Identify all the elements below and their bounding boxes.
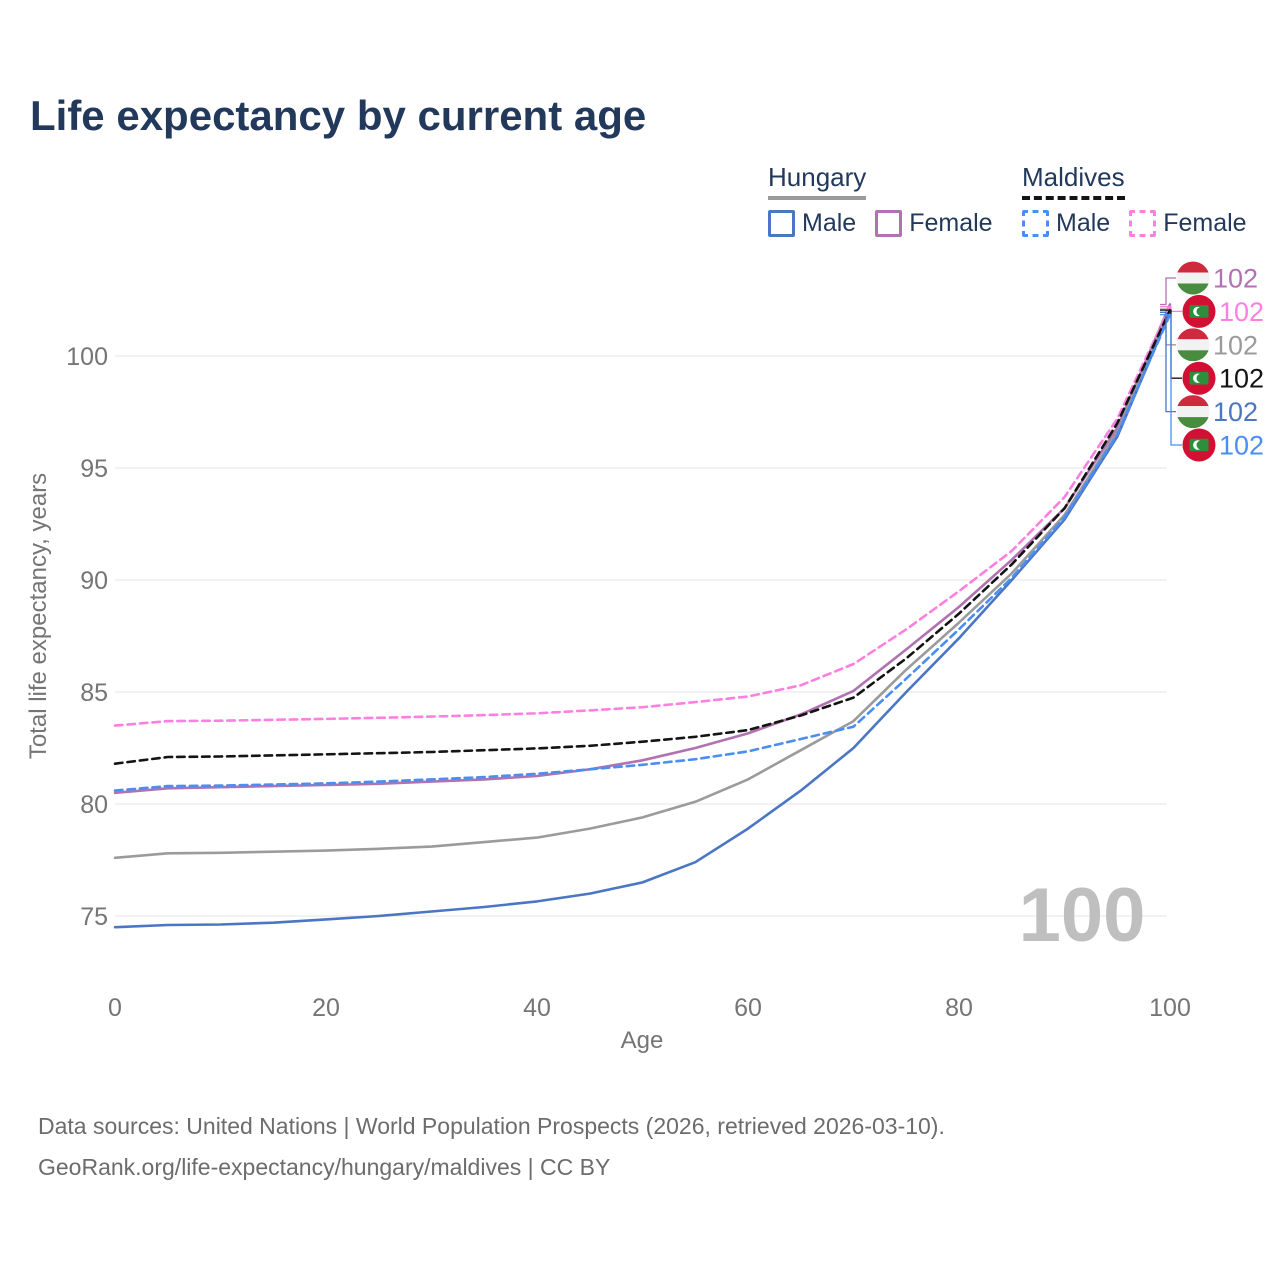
y-tick-label: 85 — [80, 679, 108, 707]
x-axis-title: Age — [621, 1027, 664, 1054]
end-label-leader — [1160, 306, 1182, 313]
x-axis-tick-labels: 0 20 40 60 80 100 — [108, 994, 1191, 1022]
legend-item-label: Male — [802, 209, 857, 237]
gridlines — [115, 355, 1167, 917]
end-value-label-hungary-female: 102 — [1213, 264, 1258, 294]
series-line-hungary-male — [113, 311, 1172, 929]
legend-item-label: Male — [1056, 209, 1111, 237]
y-tick-label: 80 — [80, 791, 108, 819]
end-label-leader — [1160, 277, 1176, 306]
flag-icon-maldives — [1182, 294, 1216, 328]
series-line-maldives-total — [113, 308, 1172, 765]
flag-crescent-cut — [1196, 440, 1206, 450]
line-swatch-icon — [1129, 210, 1157, 237]
series-line-maldives-male — [113, 313, 1172, 792]
end-value-label-maldives-total: 102 — [1219, 364, 1264, 394]
page-title: Life expectancy by current age — [30, 92, 647, 139]
x-tick-label: 40 — [523, 994, 551, 1022]
legend-group-hungary: Hungary Male Female — [768, 162, 993, 238]
y-tick-label: 95 — [80, 455, 108, 483]
legend-item-maldives-male[interactable]: Male — [1022, 209, 1110, 238]
legend-item-hungary-female[interactable]: Female — [875, 209, 993, 238]
x-tick-label: 0 — [108, 994, 122, 1022]
flag-bands — [1176, 328, 1210, 362]
flag-white-stripe — [1176, 339, 1210, 351]
flag-green-stripe — [1176, 350, 1210, 362]
legend-group-maldives: Maldives Male Female — [1022, 162, 1247, 238]
legend-header-maldives: Maldives — [1022, 162, 1125, 200]
y-axis-title: Total life expectancy, years — [25, 473, 52, 759]
end-value-label-hungary-total: 102 — [1213, 330, 1258, 360]
data-sources-line: Data sources: United Nations | World Pop… — [38, 1113, 945, 1139]
series-line-maldives-female — [113, 305, 1172, 727]
line-swatch-icon — [768, 210, 795, 237]
flag-white-stripe — [1176, 406, 1210, 418]
flag-bands — [1176, 395, 1210, 429]
series-lines — [113, 303, 1172, 929]
flag-crescent-cut — [1196, 373, 1206, 383]
y-tick-label: 100 — [66, 343, 108, 371]
y-axis-tick-labels: 75 80 85 90 95 100 — [66, 343, 108, 931]
flag-green-stripe — [1176, 417, 1210, 429]
flag-icon-hungary — [1176, 395, 1210, 429]
line-swatch-icon — [875, 210, 903, 237]
flag-green-stripe — [1176, 283, 1210, 295]
flag-red-stripe — [1176, 395, 1210, 407]
flag-white-stripe — [1176, 272, 1210, 284]
legend-item-hungary-male[interactable]: Male — [768, 209, 856, 238]
y-tick-label: 75 — [80, 903, 108, 931]
end-value-label-maldives-female: 102 — [1219, 297, 1264, 327]
series-line-hungary-female — [113, 303, 1172, 795]
series-line-hungary-total — [113, 307, 1172, 860]
source-url-line[interactable]: GeoRank.org/life-expectancy/hungary/mald… — [38, 1154, 611, 1180]
x-tick-label: 100 — [1149, 994, 1191, 1022]
flag-bands — [1176, 261, 1210, 295]
footer: Data sources: United Nations | World Pop… — [38, 1106, 945, 1188]
flag-icon-hungary — [1176, 261, 1210, 295]
end-value-label-maldives-male: 102 — [1219, 431, 1264, 461]
x-tick-label: 60 — [734, 994, 762, 1022]
legend-item-label: Female — [909, 209, 993, 237]
flag-red-stripe — [1176, 261, 1210, 273]
flag-red-stripe — [1176, 328, 1210, 340]
y-tick-label: 90 — [80, 567, 108, 595]
flag-icon-hungary — [1176, 328, 1210, 362]
x-tick-label: 80 — [945, 994, 973, 1022]
x-tick-label: 20 — [312, 994, 340, 1022]
legend-item-label: Female — [1163, 209, 1247, 237]
line-swatch-icon — [1022, 210, 1049, 237]
legend-header-hungary: Hungary — [768, 162, 867, 200]
end-value-label-hungary-male: 102 — [1213, 397, 1258, 427]
end-label-leader — [1160, 313, 1182, 446]
flag-icon-maldives — [1182, 428, 1216, 462]
legend-item-maldives-female[interactable]: Female — [1129, 209, 1247, 238]
flag-crescent-cut — [1196, 307, 1206, 316]
age-counter-watermark: 100 — [1019, 873, 1146, 958]
flag-icon-maldives — [1182, 361, 1216, 395]
